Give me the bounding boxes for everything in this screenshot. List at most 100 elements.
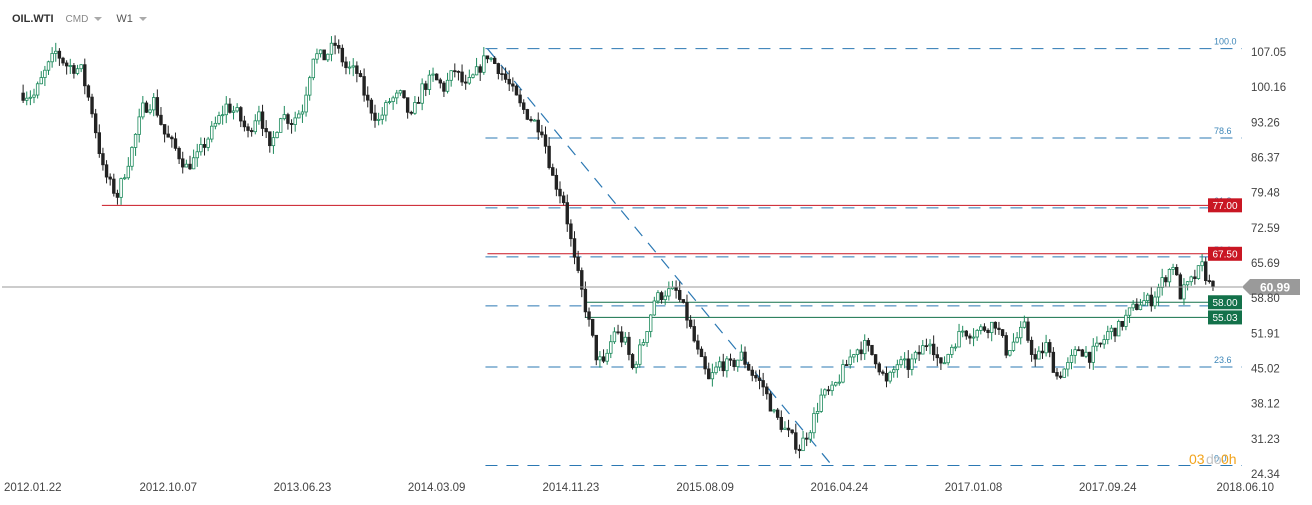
- candle-down: [239, 107, 243, 122]
- trendline[interactable]: [486, 48, 833, 466]
- candle-down: [97, 132, 101, 154]
- price-tick-label: 58.80: [1251, 293, 1280, 305]
- candle-up: [384, 102, 388, 116]
- candle-up: [1084, 351, 1088, 357]
- time-axis[interactable]: 2012.01.22 2012.10.07 2013.06.23 2014.03.09…: [4, 482, 1274, 494]
- price-tick-label: 107.05: [1251, 47, 1286, 59]
- candle-down: [587, 311, 591, 320]
- candle-up: [1156, 287, 1161, 298]
- price-axis[interactable]: 107.05 100.16 93.26 86.37 79.48 72.59 65.69 58.…: [1251, 47, 1286, 481]
- candle-up: [852, 354, 856, 358]
- candle-up: [1106, 331, 1110, 341]
- candle-up: [979, 326, 983, 331]
- candle-up: [812, 413, 816, 434]
- candle-down: [674, 286, 678, 291]
- candle-up: [293, 117, 297, 125]
- candle-down: [93, 113, 98, 134]
- candle-down: [721, 361, 725, 372]
- candle-up: [1142, 300, 1146, 306]
- candle-down: [1204, 261, 1208, 282]
- candle-down: [173, 138, 178, 149]
- timeframe-dropdown[interactable]: W1: [116, 13, 147, 25]
- candle-up: [141, 102, 145, 118]
- current-price-badge: [1242, 279, 1300, 296]
- candle-down: [177, 147, 181, 160]
- candle-down: [362, 76, 366, 96]
- candles: [21, 35, 1215, 459]
- candle-up: [902, 358, 907, 361]
- candle-down: [402, 90, 406, 99]
- candle-down: [536, 119, 540, 133]
- candle-up: [910, 358, 914, 370]
- candle-down: [790, 429, 794, 434]
- candle-down: [518, 94, 522, 104]
- candle-up: [1066, 362, 1070, 370]
- candle-up: [815, 411, 820, 414]
- candle-up: [819, 394, 823, 412]
- candle-down: [754, 375, 758, 379]
- instrument-type-dropdown[interactable]: CMD: [66, 14, 103, 25]
- candle-down: [456, 70, 461, 73]
- candle-up: [471, 74, 475, 78]
- candle-down: [877, 363, 881, 373]
- candle-up: [191, 157, 196, 170]
- watermark: 03 do 0h: [1189, 451, 1237, 467]
- candle-down: [228, 103, 232, 113]
- candle-up: [122, 177, 127, 180]
- candle-down: [286, 114, 290, 124]
- candle-down: [340, 47, 345, 63]
- symbol-label[interactable]: OIL.WTI: [12, 13, 54, 25]
- candle-down: [108, 176, 112, 180]
- candle-up: [989, 321, 994, 334]
- candle-up: [231, 110, 236, 113]
- candle-up: [801, 437, 805, 452]
- candle-down: [630, 354, 635, 369]
- candle-up: [823, 389, 827, 396]
- time-tick-label: 2018.06.10: [1216, 482, 1274, 494]
- candle-up: [271, 137, 276, 147]
- candle-up: [598, 356, 602, 361]
- candle-down: [1029, 339, 1034, 355]
- fib-level-label: 78.6: [1214, 126, 1232, 136]
- candle-up: [888, 371, 892, 382]
- candle-up: [25, 97, 29, 101]
- candle-up: [1015, 337, 1019, 343]
- candle-down: [358, 73, 363, 77]
- time-tick-label: 2015.08.09: [676, 482, 734, 494]
- level-labels: 77.00 67.50 58.00 55.03: [1208, 198, 1242, 325]
- candle-up: [656, 292, 660, 302]
- candle-down: [507, 78, 511, 85]
- candle-down: [373, 112, 377, 121]
- watermark-text-1: 03: [1189, 451, 1205, 467]
- candle-down: [594, 334, 598, 361]
- candle-down: [511, 83, 515, 87]
- candle-down: [405, 97, 410, 113]
- candle-down: [21, 92, 25, 101]
- fib-level-label: 100.0: [1214, 37, 1237, 47]
- candle-up: [199, 144, 203, 153]
- time-tick-label: 2014.11.23: [543, 482, 600, 494]
- candle-down: [761, 380, 765, 388]
- candle-down: [322, 49, 326, 61]
- candle-up: [351, 65, 355, 68]
- candle-down: [90, 96, 94, 115]
- candle-down: [493, 57, 497, 64]
- candle-down: [104, 164, 109, 178]
- candle-down: [202, 144, 207, 148]
- candle-up: [957, 331, 961, 348]
- candle-down: [86, 85, 91, 98]
- time-tick-label: 2017.09.24: [1079, 482, 1137, 494]
- candle-up: [1200, 261, 1204, 267]
- candle-up: [300, 111, 305, 115]
- candle-up: [848, 356, 852, 366]
- candle-up: [1037, 350, 1041, 360]
- candle-down: [144, 102, 149, 113]
- candle-up: [1022, 321, 1027, 328]
- candle-down: [619, 331, 624, 343]
- candle-down: [881, 371, 885, 374]
- time-tick-label: 2016.04.24: [811, 482, 869, 494]
- candle-down: [525, 109, 530, 120]
- fibonacci-retracement[interactable]: 100.078.661.850.038.223.60.0: [485, 37, 1242, 467]
- candle-down: [601, 356, 606, 362]
